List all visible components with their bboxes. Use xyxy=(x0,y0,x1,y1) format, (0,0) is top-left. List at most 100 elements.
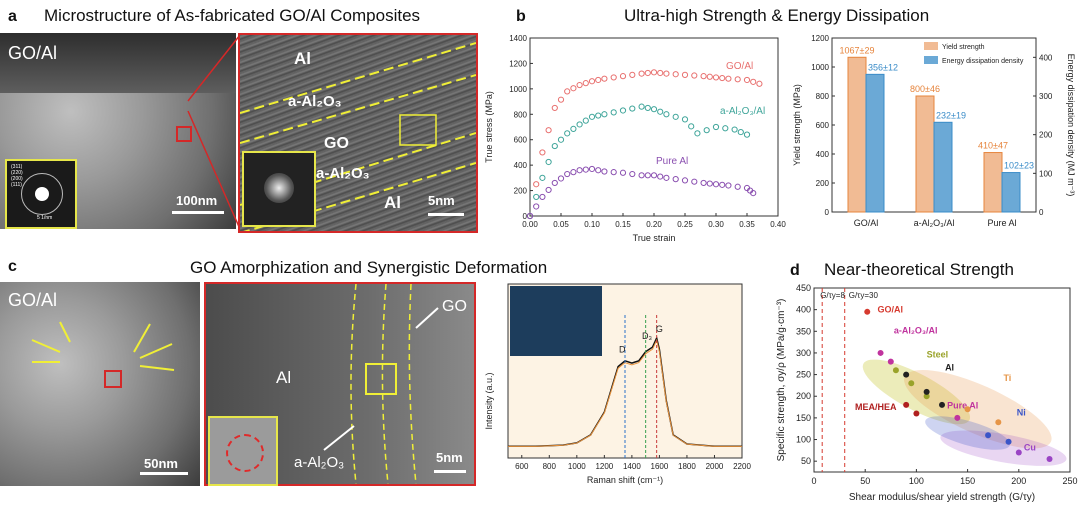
data-point xyxy=(691,72,698,79)
x-tick-label: 1600 xyxy=(651,462,669,471)
diffraction-scale: 5 1/nm xyxy=(37,215,53,221)
x-tick-label: 1800 xyxy=(678,462,696,471)
x-axis-label: Raman shift (cm⁻¹) xyxy=(587,475,663,485)
data-label: 800±46 xyxy=(910,84,940,94)
data-point xyxy=(588,78,596,85)
data-point xyxy=(663,70,670,77)
y-tick-label: 1400 xyxy=(509,34,527,43)
data-point xyxy=(719,74,726,82)
scale-label: 100nm xyxy=(176,193,218,208)
data-point xyxy=(719,181,726,188)
x-tick-label: 0.35 xyxy=(739,220,755,229)
data-point xyxy=(588,113,596,120)
data-point xyxy=(737,128,744,136)
data-point xyxy=(923,388,930,395)
x-tick-label: 100 xyxy=(909,476,924,486)
y-tick-label: 1000 xyxy=(811,63,829,72)
data-point xyxy=(1015,449,1022,456)
data-point xyxy=(539,193,546,201)
ring-label: (220) xyxy=(11,170,23,176)
data-point xyxy=(644,104,651,112)
y-tick-label: 150 xyxy=(796,413,811,423)
bar xyxy=(1001,172,1021,213)
x-tick-label: 50 xyxy=(860,476,870,486)
data-point xyxy=(595,76,602,84)
data-point xyxy=(557,136,565,143)
category-label: a-Al₂O₃/Al xyxy=(914,218,955,228)
data-point xyxy=(706,73,713,80)
data-point xyxy=(610,169,617,176)
data-point xyxy=(734,183,741,190)
series-label: Pure Al xyxy=(656,156,688,167)
legend-label: Yield strength xyxy=(942,44,985,51)
y-tick-label: 400 xyxy=(514,161,528,170)
data-point xyxy=(551,104,558,112)
y-tick-label: 0 xyxy=(825,208,830,217)
bar xyxy=(865,73,885,213)
data-point xyxy=(703,127,710,134)
data-point xyxy=(743,131,751,138)
data-point xyxy=(995,419,1002,426)
y-tick-label: 600 xyxy=(816,121,830,130)
data-point xyxy=(743,76,751,84)
fft-inset xyxy=(242,151,316,227)
x-tick-label: 0.25 xyxy=(677,220,693,229)
y-tick-label: 200 xyxy=(514,187,528,196)
y-tick-label: 800 xyxy=(514,110,528,119)
data-point xyxy=(700,73,707,80)
series-label: GO/Al xyxy=(726,61,753,72)
x-tick-label: 0.10 xyxy=(584,220,600,229)
data-point xyxy=(582,117,589,124)
y-tick-label: 100 xyxy=(796,435,811,445)
data-point xyxy=(564,170,571,178)
data-point xyxy=(576,81,583,89)
legend-swatch xyxy=(924,56,938,64)
data-point xyxy=(681,71,689,78)
data-point xyxy=(539,174,546,181)
fft-inset xyxy=(208,416,278,486)
data-point xyxy=(734,76,741,83)
x-tick-label: 200 xyxy=(1011,476,1026,486)
data-label: 356±12 xyxy=(868,62,898,72)
data-point xyxy=(644,69,651,77)
data-point xyxy=(629,105,636,112)
data-point xyxy=(985,432,992,439)
data-point xyxy=(545,186,552,194)
data-point xyxy=(533,203,540,210)
data-point xyxy=(657,69,664,77)
data-point xyxy=(964,406,971,413)
x-axis-label: Shear modulus/shear yield strength (G/τy… xyxy=(849,492,1035,503)
data-point xyxy=(903,401,910,408)
data-point xyxy=(913,410,920,417)
legend-swatch xyxy=(924,42,938,50)
x-tick-label: 600 xyxy=(515,462,529,471)
data-point xyxy=(564,88,571,95)
data-point xyxy=(570,169,577,176)
x-tick-label: 250 xyxy=(1062,476,1077,486)
y-tick-label: 0 xyxy=(523,212,528,221)
data-point xyxy=(629,170,636,178)
layer-label: a-Al₂O₃ xyxy=(316,165,370,182)
data-point xyxy=(750,190,757,197)
data-label: 1067±29 xyxy=(840,45,875,55)
bar xyxy=(915,95,935,213)
peak-label: G xyxy=(656,324,663,334)
data-point xyxy=(1005,438,1012,445)
layer-label: a-Al₂O₃ xyxy=(288,93,342,110)
y2-tick-label: 0 xyxy=(1039,208,1044,217)
reference-label: G/τy=30 xyxy=(849,291,879,300)
data-point xyxy=(601,168,608,175)
ti-region xyxy=(904,369,1052,449)
data-point xyxy=(595,167,602,174)
data-point xyxy=(939,401,945,408)
x-axis-label: True strain xyxy=(633,233,676,243)
steel-region xyxy=(862,359,971,425)
y-tick-label: 1200 xyxy=(811,34,829,43)
peak-label: D xyxy=(619,345,626,355)
data-point xyxy=(731,126,738,133)
deformed-microstructure-image: GO/Al 50nm xyxy=(0,282,200,486)
data-point xyxy=(638,172,645,179)
data-point xyxy=(551,142,558,150)
data-point xyxy=(650,106,658,113)
y-tick-label: 50 xyxy=(801,456,811,466)
